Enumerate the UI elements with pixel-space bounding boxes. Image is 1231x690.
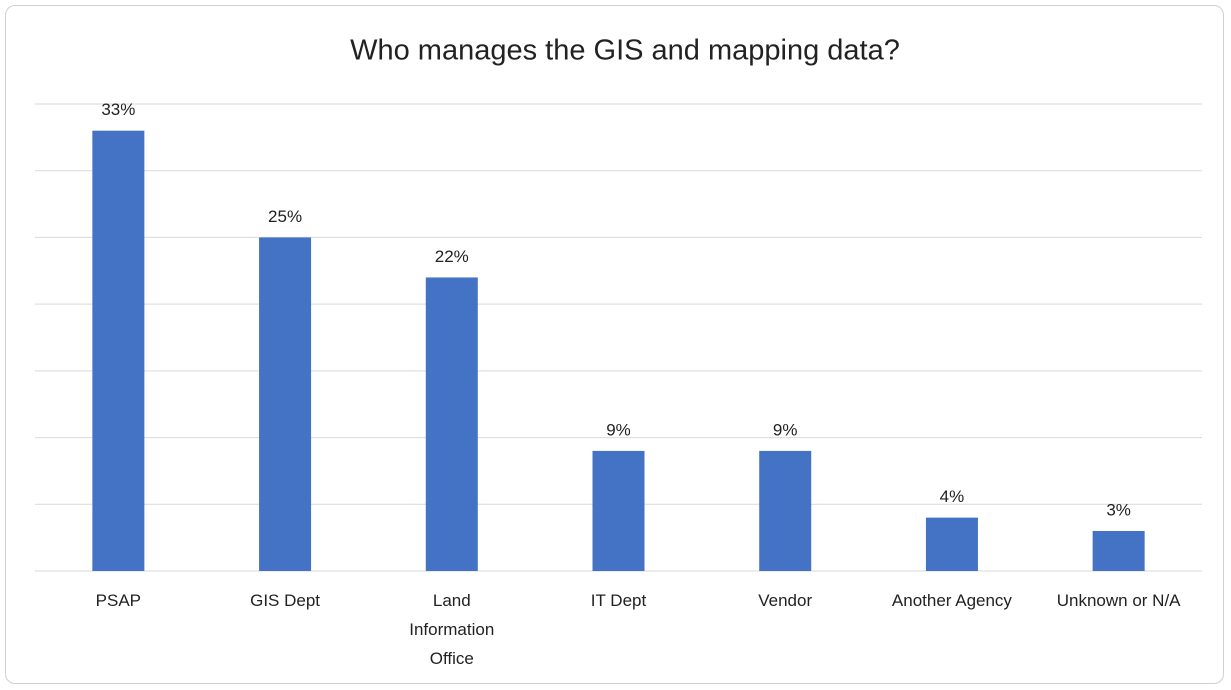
bar <box>592 450 645 571</box>
data-label: 9% <box>773 420 798 439</box>
data-label: 22% <box>435 247 469 266</box>
bar <box>259 237 312 571</box>
chart-frame <box>5 5 1224 684</box>
data-label: 4% <box>940 487 965 506</box>
bar <box>1092 530 1145 571</box>
x-tick-label: IT Dept <box>590 591 647 610</box>
bar <box>759 450 812 571</box>
data-label: 3% <box>1106 500 1131 519</box>
data-label: 33% <box>101 100 135 119</box>
x-tick-label: Another Agency <box>891 591 1012 610</box>
data-label: 9% <box>606 420 631 439</box>
x-tick-label: Unknown or N/A <box>1056 591 1181 610</box>
bar <box>425 277 478 571</box>
x-tick-label: Land Information Office <box>409 591 495 668</box>
chart-title: Who manages the GIS and mapping data? <box>350 35 900 67</box>
bar <box>92 130 145 571</box>
x-tick-label: GIS Dept <box>250 591 321 610</box>
x-tick-label: PSAP <box>95 591 142 610</box>
x-tick-label: Vendor <box>758 591 813 610</box>
bar <box>925 517 978 571</box>
data-label: 25% <box>268 207 302 226</box>
